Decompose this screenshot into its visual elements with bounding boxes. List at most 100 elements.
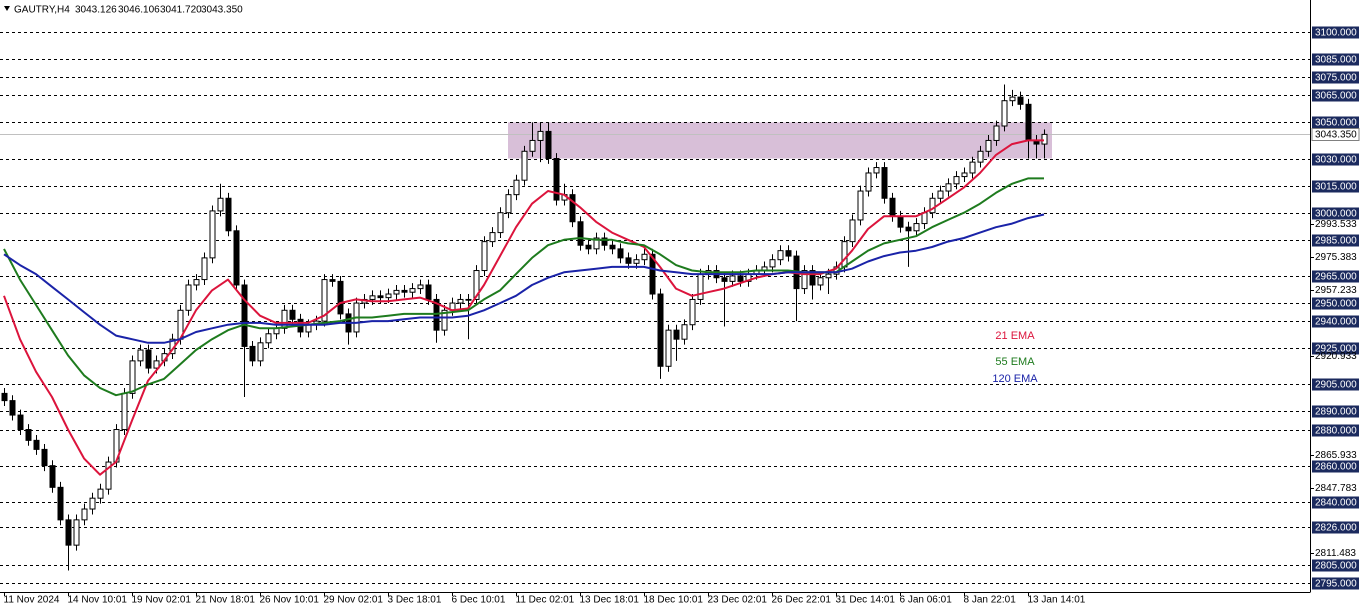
level-price-box xyxy=(1312,424,1359,437)
level-price-box xyxy=(1312,207,1359,220)
candle-body xyxy=(257,342,264,362)
candle-body xyxy=(489,232,496,243)
header-close: 3043.350 xyxy=(201,5,243,16)
candle-body xyxy=(689,298,696,326)
candle-body xyxy=(153,360,160,369)
candle-body xyxy=(785,250,792,257)
candle-body xyxy=(201,257,208,281)
level-price-box xyxy=(1312,180,1359,193)
candle-body xyxy=(385,293,392,299)
x-tick-label: 6 Jan 06:01 xyxy=(900,595,953,606)
x-tick-label: 23 Dec 02:01 xyxy=(708,595,768,606)
candle-body xyxy=(985,139,992,152)
candle-body xyxy=(585,244,592,250)
level-price-label: 3000.000 xyxy=(1315,209,1357,220)
candle-body xyxy=(49,465,56,488)
candle-body xyxy=(65,519,72,546)
level-price-box xyxy=(1312,342,1359,355)
candle-body xyxy=(1,392,8,402)
candle-body xyxy=(849,219,856,243)
last-price-label: 3043.350 xyxy=(1315,130,1357,141)
candle-body xyxy=(857,190,864,221)
zone xyxy=(508,122,1052,159)
candle-body xyxy=(937,190,944,199)
level-price-box xyxy=(1312,89,1359,102)
x-tick-label: 8 Jan 22:01 xyxy=(964,595,1017,606)
x-tick-label: 26 Nov 10:01 xyxy=(260,595,320,606)
x-tick-label: 18 Dec 10:01 xyxy=(644,595,704,606)
candle-body xyxy=(513,179,520,196)
candle-body xyxy=(457,298,464,304)
candle-body xyxy=(945,183,952,192)
candle-body xyxy=(889,197,896,217)
candle-body xyxy=(873,167,880,174)
x-tick-label: 19 Nov 02:01 xyxy=(132,595,192,606)
candle-body xyxy=(377,295,384,299)
level-price-label: 2940.000 xyxy=(1315,317,1357,328)
level-price-box xyxy=(1312,460,1359,473)
candle-body xyxy=(393,289,400,295)
header-open: 3043.126 xyxy=(75,5,117,16)
candle-body xyxy=(777,250,784,261)
candle-body xyxy=(1017,96,1024,105)
level-price-label: 2985.000 xyxy=(1315,236,1357,247)
candle-body xyxy=(121,392,128,431)
y-tick-label: 2811.483 xyxy=(1315,548,1356,559)
candle-body xyxy=(961,172,968,178)
candle-body xyxy=(17,414,24,431)
candle-body xyxy=(697,273,704,300)
legend-label: 55 EMA xyxy=(995,356,1035,368)
candle-body xyxy=(129,360,136,394)
candle-body xyxy=(337,280,344,315)
ema-line xyxy=(3,139,1044,476)
candle-body xyxy=(913,223,920,232)
symbol: GAUTRY,H4 xyxy=(14,5,70,16)
candle-body xyxy=(1009,96,1016,102)
candle-body xyxy=(57,486,64,521)
candle-body xyxy=(1041,133,1048,145)
level-price-box xyxy=(1312,315,1359,328)
candle-body xyxy=(817,277,824,286)
level-price-label: 3075.000 xyxy=(1315,73,1357,84)
level-price-label: 3085.000 xyxy=(1315,55,1357,66)
candle-body xyxy=(569,194,576,223)
ema-line xyxy=(3,177,1044,397)
candle-body xyxy=(977,150,984,163)
y-tick-label: 2920.933 xyxy=(1315,351,1357,362)
level-price-label: 3050.000 xyxy=(1315,118,1357,129)
level-price-box xyxy=(1312,71,1359,84)
candle-body xyxy=(505,194,512,214)
level-price-box xyxy=(1312,496,1359,509)
candle-body xyxy=(241,284,248,347)
candle-body xyxy=(417,284,424,290)
candle-body xyxy=(137,349,144,362)
header-high: 3046.106 xyxy=(118,5,160,16)
candle-body xyxy=(521,150,528,181)
level-price-box xyxy=(1312,26,1359,39)
axis-layer: 3100.000 3085.000 3075.000 3065.000 3050.000… xyxy=(4,26,1360,606)
y-tick-label: 2975.383 xyxy=(1315,252,1357,263)
level-price-label: 2905.000 xyxy=(1315,380,1357,391)
candle-body xyxy=(105,461,112,490)
candle-body xyxy=(225,197,232,232)
x-tick-label: 14 Nov 10:01 xyxy=(68,595,128,606)
candle-body xyxy=(617,248,624,259)
x-tick-label: 11 Dec 02:01 xyxy=(516,595,575,606)
collapse-arrow[interactable] xyxy=(4,6,10,11)
candle-body xyxy=(185,284,192,311)
level-price-box xyxy=(1312,153,1359,166)
candle-body xyxy=(529,139,536,152)
ema-line xyxy=(3,213,1045,344)
y-tick-label: 2847.783 xyxy=(1315,483,1357,494)
level-price-label: 2840.000 xyxy=(1315,498,1357,509)
candle-body xyxy=(265,333,272,344)
candle-body xyxy=(1001,100,1008,127)
candle-body xyxy=(145,349,152,369)
candle-body xyxy=(537,130,544,141)
candle-body xyxy=(801,270,808,290)
candle-body xyxy=(897,215,904,228)
candle-body xyxy=(633,259,640,264)
candle-body xyxy=(425,284,432,300)
candle-body xyxy=(249,345,256,362)
legend-label: 21 EMA xyxy=(995,330,1035,342)
